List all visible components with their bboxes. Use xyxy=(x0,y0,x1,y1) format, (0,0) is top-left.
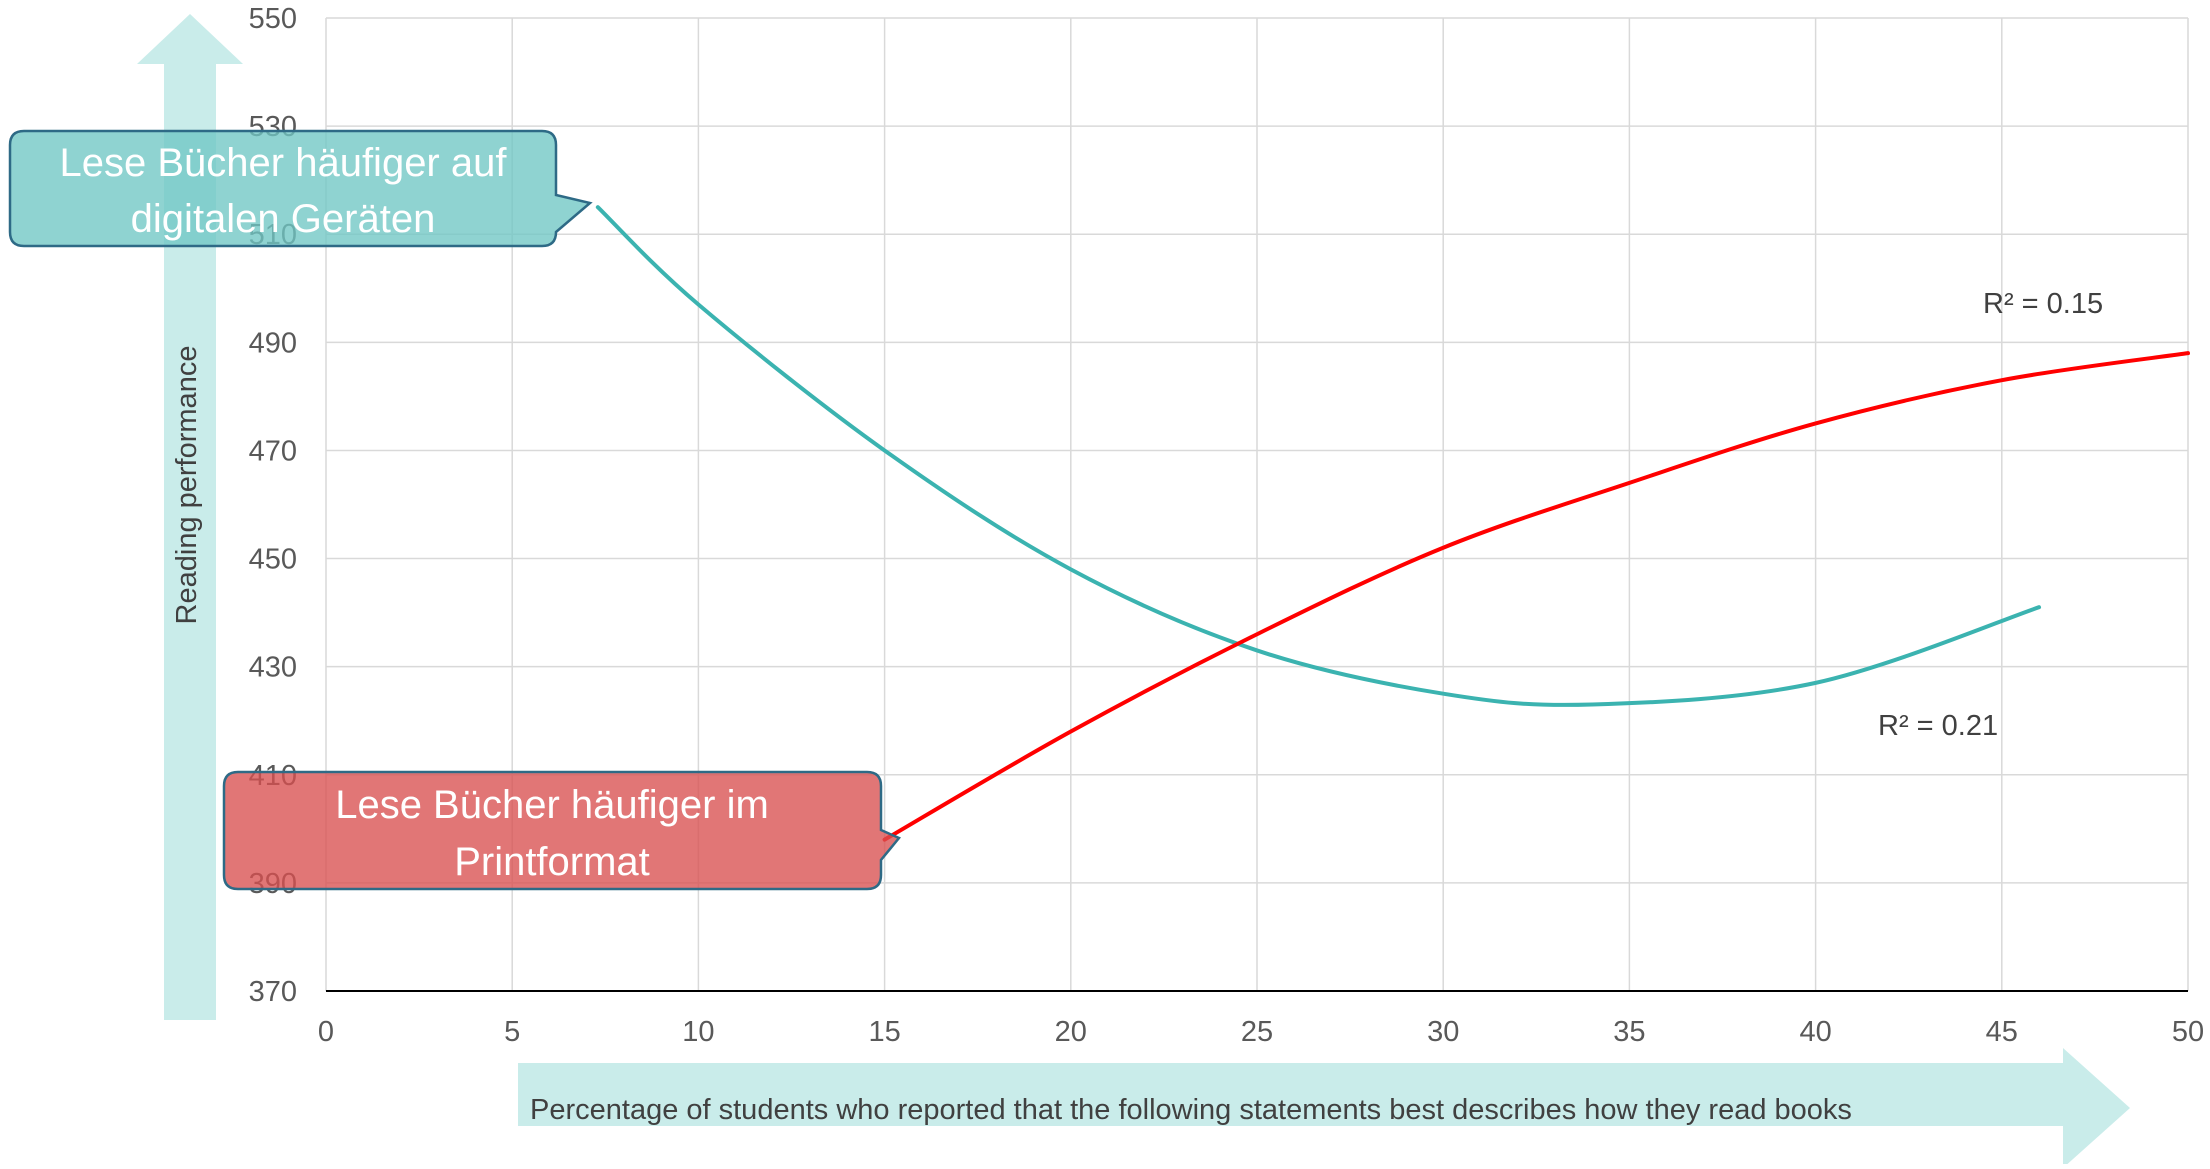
x-tick-label-25: 25 xyxy=(1241,1016,1273,1048)
callout-print-line2: Printformat xyxy=(454,840,650,884)
callout-print-line1: Lese Bücher häufiger im xyxy=(335,783,769,827)
callout-digital-line2: digitalen Geräten xyxy=(131,197,436,241)
x-tick-label-15: 15 xyxy=(868,1016,900,1048)
y-tick-label-430: 430 xyxy=(249,652,297,684)
r-squared-print-label: R² = 0.15 xyxy=(1983,288,2103,320)
x-tick-label-5: 5 xyxy=(504,1016,520,1048)
x-tick-label-40: 40 xyxy=(1799,1016,1831,1048)
series-line-print xyxy=(882,351,2190,842)
y-tick-label-470: 470 xyxy=(249,435,297,467)
x-tick-label-50: 50 xyxy=(2172,1016,2204,1048)
y-tick-label-450: 450 xyxy=(249,544,297,576)
y-axis-label: Reading performance xyxy=(171,346,203,625)
x-tick-label-0: 0 xyxy=(318,1016,334,1048)
x-axis-label: Percentage of students who reported that… xyxy=(530,1094,1852,1126)
callout-print xyxy=(222,770,902,891)
y-axis-arrow xyxy=(137,14,243,1020)
x-tick-label-20: 20 xyxy=(1055,1016,1087,1048)
x-tick-label-35: 35 xyxy=(1613,1016,1645,1048)
x-tick-label-10: 10 xyxy=(682,1016,714,1048)
callout-digital xyxy=(8,129,593,248)
y-tick-label-550: 550 xyxy=(249,3,297,35)
r-squared-digital-label: R² = 0.21 xyxy=(1878,710,1998,742)
y-tick-label-370: 370 xyxy=(249,976,297,1008)
series-line-digital xyxy=(595,205,2042,707)
x-tick-label-30: 30 xyxy=(1427,1016,1459,1048)
x-tick-label-45: 45 xyxy=(1986,1016,2018,1048)
y-tick-label-490: 490 xyxy=(249,327,297,359)
callout-digital-line1: Lese Bücher häufiger auf xyxy=(60,141,508,185)
x-axis-arrow xyxy=(518,1048,2130,1168)
